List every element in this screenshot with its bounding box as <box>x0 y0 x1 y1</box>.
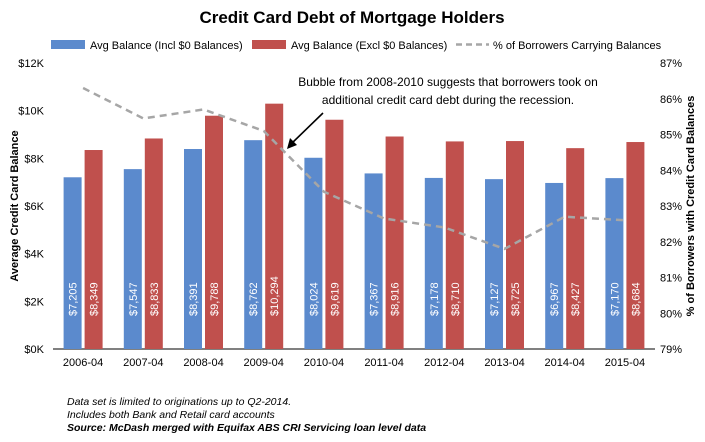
annotation-line-1: Bubble from 2008-2010 suggests that borr… <box>298 75 598 89</box>
y-axis-title: Average Credit Card Balance <box>9 130 21 281</box>
bar-excl <box>205 115 223 349</box>
y2-tick-label: 87% <box>660 58 682 70</box>
bar-excl <box>506 141 524 349</box>
bar-incl <box>364 173 383 349</box>
bar-label-excl: $8,833 <box>149 282 161 316</box>
x-axis-ticks: 2006-04 2007-04 2008-04 2009-04 2010-04 2011-… <box>63 357 645 369</box>
bar-incl <box>424 177 443 349</box>
y2-axis-title: % of Borrowers with Credit Card Balances <box>685 96 697 317</box>
y-tick-label: $8K <box>24 153 44 165</box>
annotation: Bubble from 2008-2010 suggests that borr… <box>287 75 598 149</box>
bar-incl <box>244 140 263 349</box>
note-line-1: Data set is limited to originations up t… <box>67 396 292 408</box>
y2-tick-label: 80% <box>660 308 682 320</box>
bar-incl <box>304 157 323 349</box>
bar-label-incl: $7,547 <box>128 282 140 316</box>
x-tick-label: 2007-04 <box>123 357 163 369</box>
legend-label-pct: % of Borrowers Carrying Balances <box>493 40 662 52</box>
x-tick-label: 2013-04 <box>484 357 524 369</box>
source-note: Source: McDash merged with Equifax ABS C… <box>67 422 427 434</box>
pct-series-line <box>82 86 625 251</box>
annotation-line-2: additional credit card debt during the r… <box>322 93 574 107</box>
bar-incl <box>63 177 82 349</box>
bar-label-incl: $7,205 <box>68 282 80 316</box>
y2-axis-ticks: 79% 80% 81% 82% 83% 84% 85% 86% 87% <box>660 58 682 356</box>
bar-label-excl: $8,684 <box>630 282 642 316</box>
bars: $7,205 $7,547 $8,391 $8,762 $8,024 $7,367 $7,1… <box>63 103 645 350</box>
x-tick-label: 2014-04 <box>545 357 585 369</box>
y-tick-label: $2K <box>24 296 44 308</box>
legend-label-incl: Avg Balance (Incl $0 Balances) <box>90 40 243 52</box>
bar-excl <box>626 142 645 349</box>
bar-incl <box>123 169 142 349</box>
chart-title: Credit Card Debt of Mortgage Holders <box>199 8 504 27</box>
bar-label-excl: $8,349 <box>89 282 101 316</box>
bar-incl <box>184 149 202 349</box>
x-tick-label: 2012-04 <box>424 357 464 369</box>
bar-excl <box>385 136 404 349</box>
x-tick-label: 2011-04 <box>364 357 404 369</box>
bar-label-excl: $8,725 <box>510 282 522 316</box>
bar-incl <box>605 178 624 349</box>
bar-label-incl: $7,367 <box>369 282 381 316</box>
note-line-2: Includes both Bank and Retail card accou… <box>67 409 275 421</box>
bar-excl <box>566 148 585 349</box>
bar-excl <box>265 103 284 349</box>
annotation-arrow <box>289 112 324 146</box>
legend: Avg Balance (Incl $0 Balances) Avg Balan… <box>51 40 662 52</box>
bar-label-incl: $8,762 <box>248 282 260 316</box>
bar-label-incl: $7,170 <box>609 282 621 316</box>
y2-tick-label: 86% <box>660 94 682 106</box>
legend-label-excl: Avg Balance (Excl $0 Balances) <box>291 40 447 52</box>
bar-excl <box>445 141 464 349</box>
y2-tick-label: 85% <box>660 130 682 142</box>
bar-label-excl: $8,916 <box>390 282 402 316</box>
y2-tick-label: 81% <box>660 273 682 285</box>
x-tick-label: 2009-04 <box>244 357 284 369</box>
y-tick-label: $0K <box>24 344 44 356</box>
footnotes: Data set is limited to originations up t… <box>67 396 426 435</box>
bar-excl <box>144 138 163 349</box>
legend-swatch-incl <box>51 40 85 49</box>
x-tick-label: 2015-04 <box>605 357 645 369</box>
bar-label-excl: $9,619 <box>329 282 341 316</box>
bar-incl <box>485 179 503 349</box>
bar-label-incl: $7,178 <box>429 282 441 316</box>
bar-label-incl: $6,967 <box>549 282 561 316</box>
x-tick-label: 2010-04 <box>304 357 344 369</box>
bar-incl <box>545 182 564 349</box>
y2-tick-label: 82% <box>660 237 682 249</box>
bar-label-excl: $9,788 <box>209 282 221 316</box>
y2-tick-label: 83% <box>660 201 682 213</box>
legend-swatch-excl <box>252 40 286 49</box>
x-tick-label: 2006-04 <box>63 357 103 369</box>
bar-label-excl: $10,294 <box>269 276 281 316</box>
bar-label-excl: $8,710 <box>450 282 462 316</box>
y-tick-label: $6K <box>24 201 44 213</box>
bar-label-incl: $8,391 <box>188 282 200 316</box>
bar-label-incl: $7,127 <box>489 282 501 316</box>
y-axis-ticks: $0K $2K $4K $6K $8K $10K $12K <box>18 58 44 356</box>
bar-excl <box>84 150 103 349</box>
annotation-arrowhead <box>287 138 297 149</box>
y-tick-label: $10K <box>18 106 44 118</box>
pct-line <box>82 86 625 251</box>
y-tick-label: $4K <box>24 249 44 261</box>
bar-excl <box>325 119 344 350</box>
bar-label-incl: $8,024 <box>308 282 320 316</box>
bar-label-excl: $8,427 <box>570 282 582 316</box>
y2-tick-label: 84% <box>660 165 682 177</box>
y-tick-label: $12K <box>18 58 44 70</box>
y2-tick-label: 79% <box>660 344 682 356</box>
x-tick-label: 2008-04 <box>183 357 223 369</box>
